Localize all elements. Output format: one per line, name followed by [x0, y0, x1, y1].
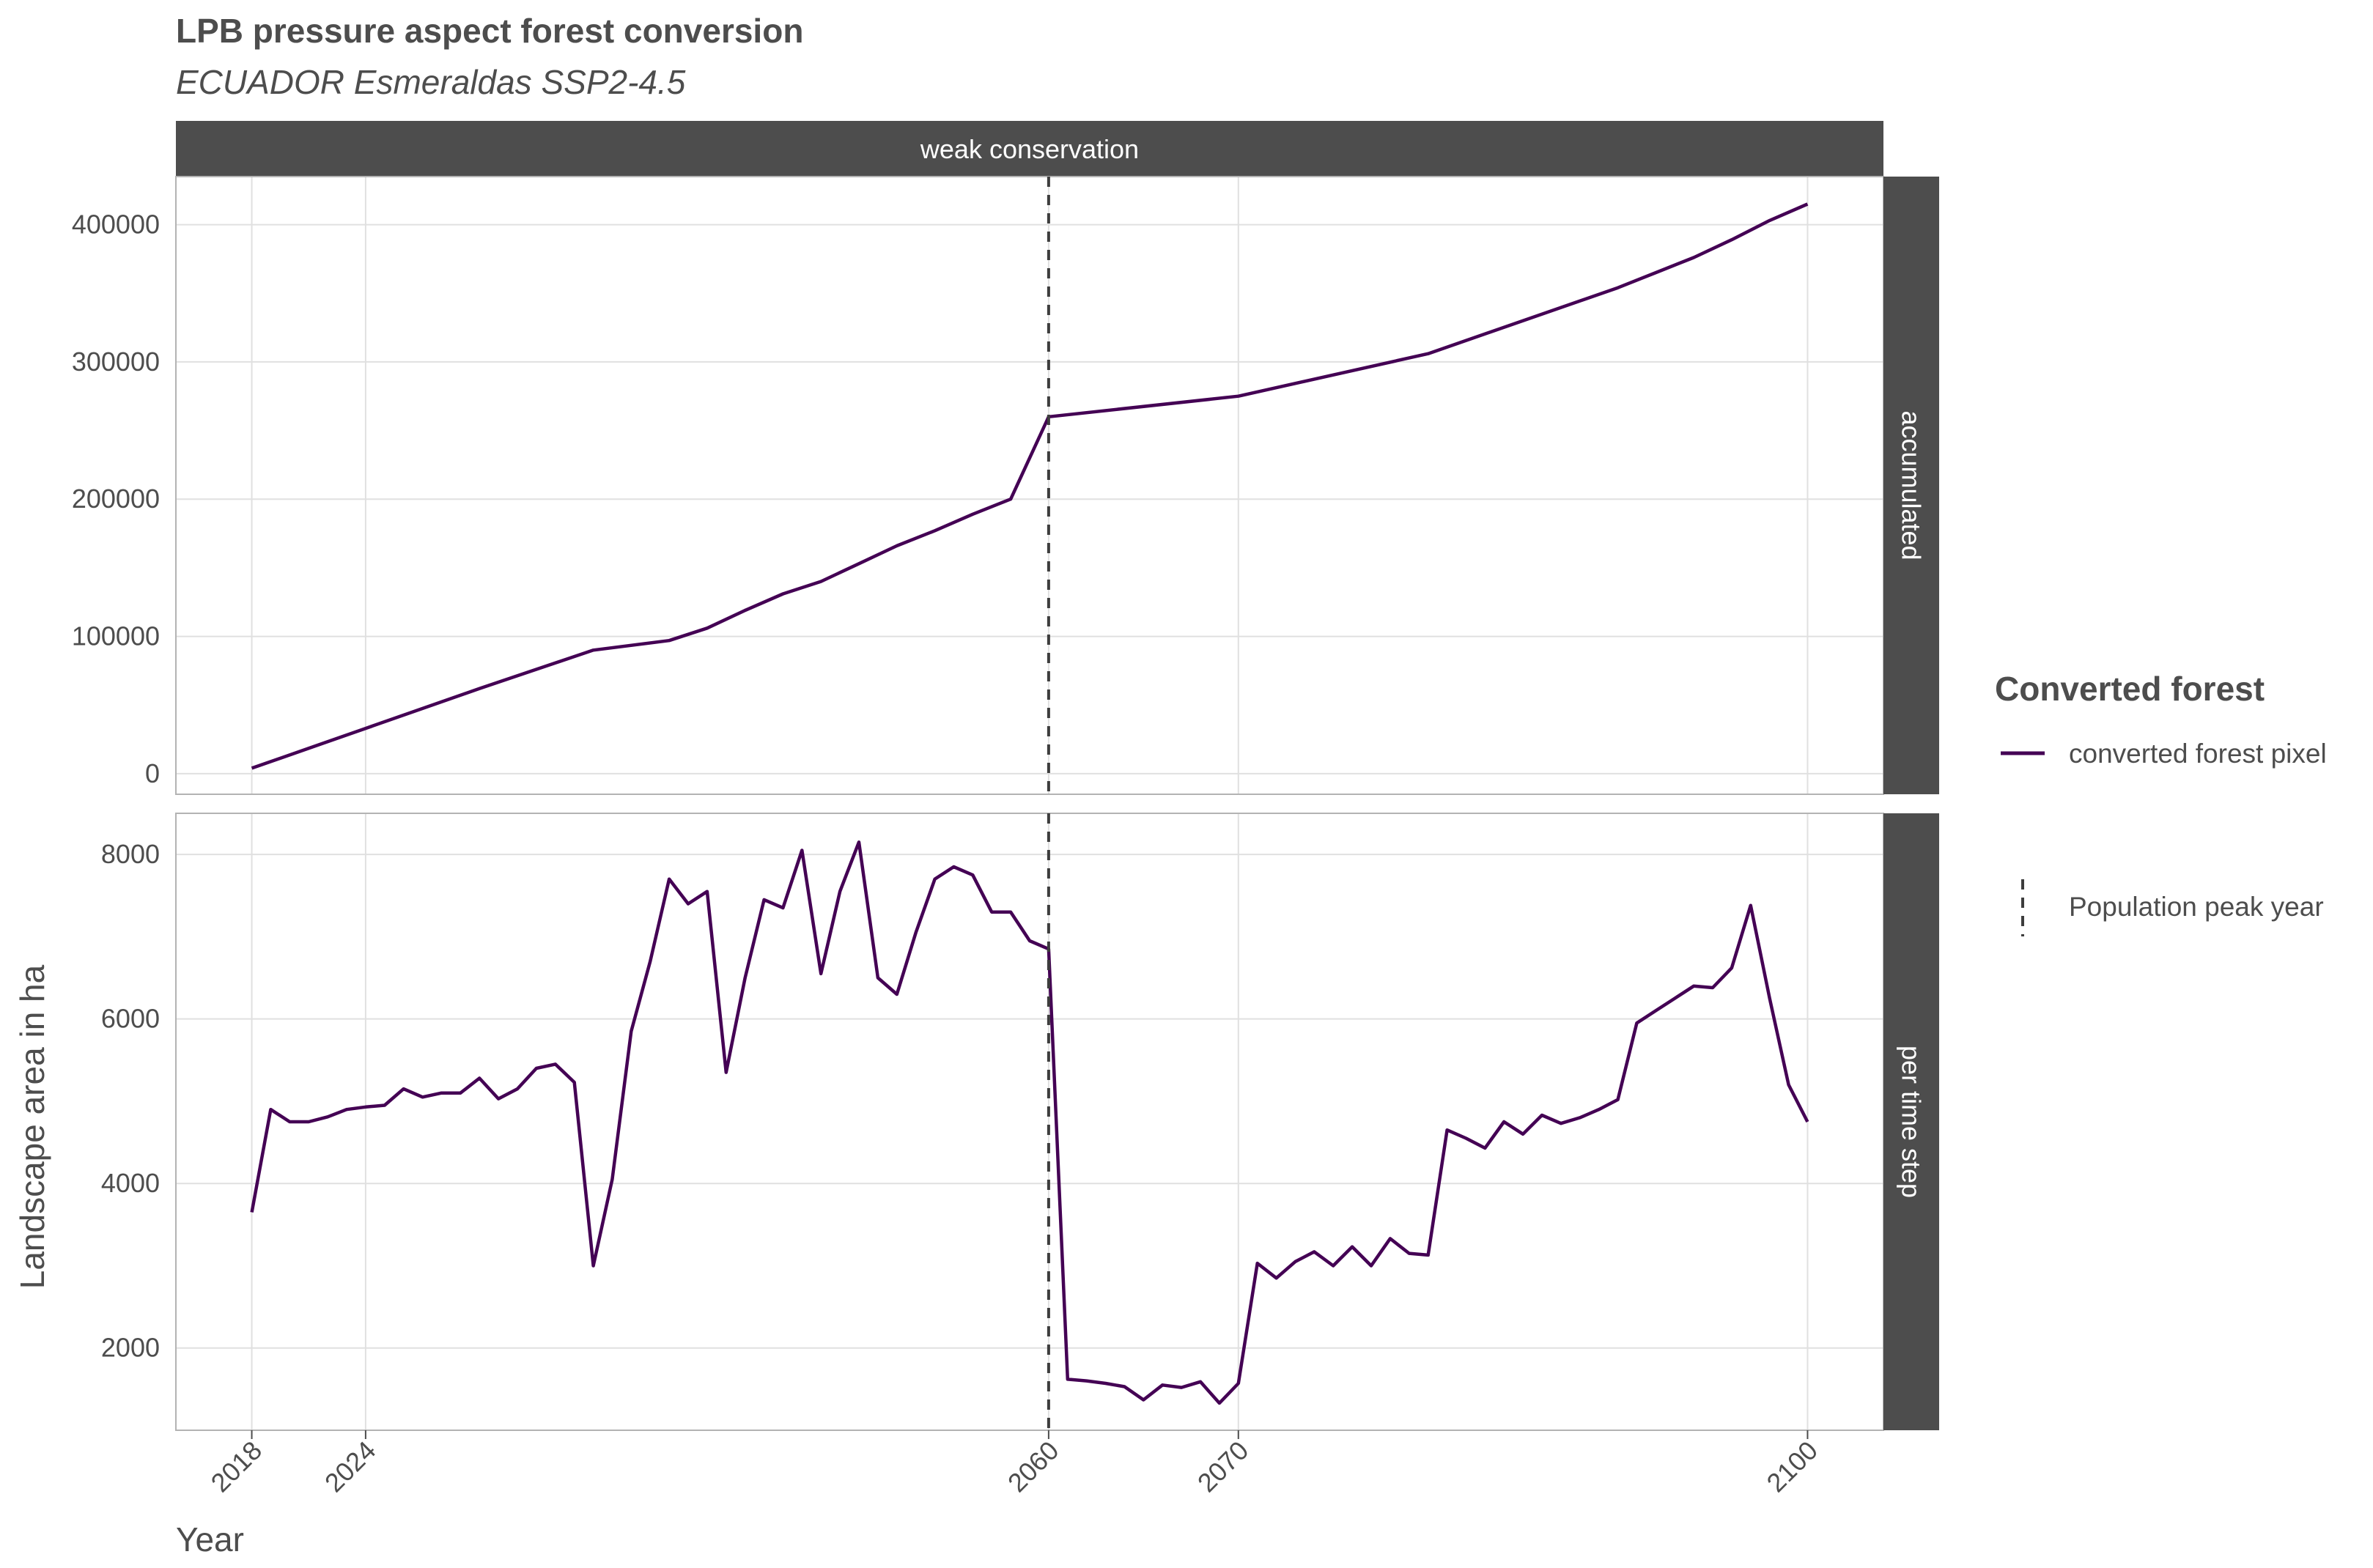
panel-per-time-step: 2000 4000 6000 8000 per time step: [101, 813, 1939, 1431]
x-axis-title: Year: [176, 1520, 244, 1558]
y-tick-label: 2000: [101, 1333, 160, 1363]
x-axis: 2018 2024 2060 2070 2100: [205, 1430, 1823, 1498]
y-tick-label: 400000: [72, 210, 160, 240]
y-tick-label: 6000: [101, 1004, 160, 1034]
x-tick-label: 2060: [1002, 1435, 1065, 1498]
row-strip: [1883, 813, 1939, 1430]
x-tick-label: 2070: [1192, 1435, 1255, 1498]
panel-accumulated: 0 100000 200000 300000 400000 accumulated: [72, 176, 1939, 795]
row-strip-label: per time step: [1897, 1046, 1927, 1198]
series-line-per-time-step: [250, 840, 1809, 1405]
legend-title: Converted forest: [1995, 670, 2265, 708]
y-tick-label: 4000: [101, 1168, 160, 1198]
y-tick-label: 100000: [72, 621, 160, 651]
y-tick-label: 8000: [101, 839, 160, 869]
legend-series-label: converted forest pixel: [2069, 739, 2327, 769]
panel-background: [176, 813, 1883, 1430]
row-strip-label: accumulated: [1897, 410, 1927, 560]
chart-title: LPB pressure aspect forest conversion: [176, 12, 803, 50]
panels: 0 100000 200000 300000 400000 accumulated 2000…: [72, 176, 1939, 1431]
chart-subtitle: ECUADOR Esmeraldas SSP2-4.5: [176, 63, 686, 101]
legend-vline-label: Population peak year: [2069, 892, 2324, 922]
y-tick-label: 200000: [72, 484, 160, 514]
x-tick-label: 2024: [319, 1435, 382, 1498]
y-tick-label: 0: [145, 758, 160, 788]
column-strip: [176, 121, 1883, 177]
x-tick-label: 2100: [1760, 1435, 1823, 1498]
column-strip-label: weak conservation: [920, 134, 1139, 164]
y-axis-title: Landscape area in ha: [13, 964, 51, 1289]
row-strip: [1883, 177, 1939, 794]
y-tick-label: 300000: [72, 347, 160, 377]
x-tick-label: 2018: [205, 1435, 268, 1498]
legend: Converted forest converted forest pixel …: [1995, 670, 2327, 936]
panel-background: [176, 177, 1883, 794]
series-line-accumulated: [251, 202, 1809, 770]
